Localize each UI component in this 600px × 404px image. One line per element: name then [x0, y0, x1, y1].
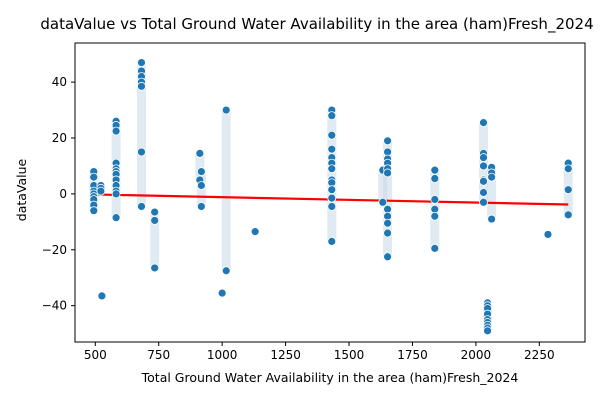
scatter-point: [383, 136, 392, 146]
scatter-point: [137, 147, 146, 157]
x-tick-label: 1500: [334, 348, 365, 362]
scatter-point: [111, 213, 121, 223]
scatter-point: [479, 197, 488, 207]
scatter-point: [150, 216, 160, 225]
point-band: [150, 209, 160, 271]
x-axis-ticks: 500 750 1000 1250 1500 1750 2000 2250: [84, 342, 555, 362]
scatter-point: [479, 118, 488, 128]
x-tick-label: 1000: [207, 348, 238, 362]
scatter-point: [383, 228, 392, 238]
y-axis-label: dataValue: [14, 158, 29, 221]
scatter-point: [479, 188, 488, 197]
scatter-point: [150, 207, 160, 217]
scatter-point: [196, 202, 206, 211]
scatter-point: [195, 148, 205, 158]
scatter-point: [327, 130, 337, 140]
scatter-point: [217, 288, 227, 298]
point-band: [136, 59, 146, 210]
scatter-point: [327, 237, 337, 246]
scatter-point: [430, 211, 440, 221]
scatter-point: [196, 167, 206, 176]
scatter-point: [563, 164, 573, 174]
scatter-point: [89, 172, 99, 182]
scatter-point: [111, 126, 121, 136]
scatter-point: [479, 176, 488, 186]
scatter-point: [430, 243, 440, 253]
scatter-point: [483, 326, 492, 336]
scatter-point: [327, 193, 337, 203]
y-axis-ticks: −40 −20 0 20 40: [42, 75, 75, 313]
scatter-point: [89, 206, 99, 216]
scatter-point: [378, 197, 388, 207]
chart-title: dataValue vs Total Ground Water Availabi…: [40, 15, 593, 34]
x-tick-label: 2000: [461, 348, 492, 362]
x-tick-label: 1750: [397, 348, 428, 362]
scatter-point: [196, 181, 206, 190]
x-tick-label: 750: [147, 348, 170, 362]
point-band: [221, 107, 231, 274]
scatter-point: [137, 202, 146, 211]
scatter-point: [327, 164, 337, 174]
x-tick-label: 1250: [270, 348, 301, 362]
scatter-point: [137, 58, 146, 67]
x-tick-label: 2250: [524, 348, 555, 362]
y-tick-label: 20: [52, 131, 67, 145]
y-tick-label: 0: [59, 187, 67, 201]
scatter-point: [250, 227, 260, 237]
scatter-point: [543, 230, 553, 239]
scatter-point: [327, 202, 337, 211]
scatter-point: [383, 218, 392, 228]
scatter-point: [137, 81, 146, 91]
scatter-point: [383, 168, 392, 178]
scatter-point: [327, 144, 337, 154]
scatter-point: [487, 172, 497, 182]
y-tick-label: −40: [42, 299, 67, 313]
scatter-point: [221, 266, 231, 276]
x-axis-label: Total Ground Water Availability in the a…: [141, 370, 519, 385]
scatter-point: [563, 210, 573, 220]
x-tick-label: 500: [84, 348, 107, 362]
scatter-point: [479, 153, 488, 162]
scatter-point: [430, 174, 440, 183]
y-tick-label: 40: [52, 75, 67, 89]
scatter-point: [479, 161, 488, 171]
scatter-point: [327, 185, 337, 195]
scatter-point: [487, 214, 497, 224]
scatter-point: [96, 186, 106, 196]
axes-frame: [74, 42, 586, 343]
scatter-point: [97, 291, 107, 301]
scatter-point: [327, 111, 337, 121]
scatter-point: [563, 185, 573, 195]
scatter-point: [430, 195, 440, 204]
scatter-point: [111, 189, 121, 199]
scatter-point: [221, 105, 231, 115]
scatter-point: [383, 252, 392, 262]
y-tick-label: −20: [42, 243, 67, 257]
scatter-point: [430, 165, 440, 175]
scatter-point: [150, 263, 160, 273]
plot-area: [89, 58, 573, 336]
